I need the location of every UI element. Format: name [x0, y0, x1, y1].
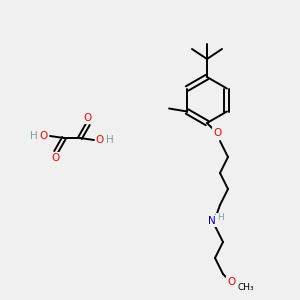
Text: O: O [84, 113, 92, 123]
Text: O: O [40, 131, 48, 141]
Text: H: H [30, 131, 38, 141]
Text: H: H [217, 214, 224, 223]
Text: O: O [213, 128, 221, 138]
Text: O: O [227, 277, 235, 287]
Text: N: N [208, 216, 216, 226]
Text: O: O [52, 153, 60, 163]
Text: CH₃: CH₃ [238, 283, 254, 292]
Text: O: O [96, 135, 104, 145]
Text: H: H [106, 135, 114, 145]
